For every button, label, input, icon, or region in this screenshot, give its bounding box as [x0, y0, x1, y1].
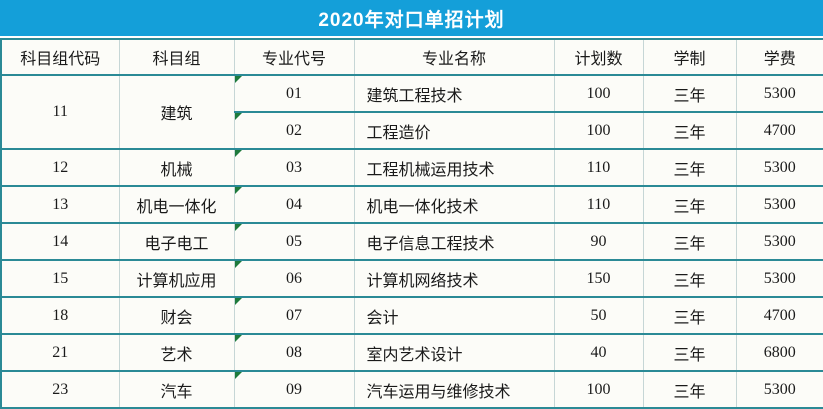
cell-duration: 三年 [642, 223, 737, 261]
cell-fee: 5300 [735, 223, 823, 261]
table-row: 18 财会 07 会计 50 三年 4700 [0, 297, 823, 335]
cell-subject-group-code: 18 [0, 297, 120, 335]
cell-fee: 5300 [735, 186, 823, 224]
cell-subject-group-code: 11 [0, 75, 120, 150]
header-duration: 学制 [642, 38, 737, 76]
cell-major-name: 室内艺术设计 [353, 334, 555, 372]
cell-fee: 6800 [735, 334, 823, 372]
cell-subject-group-code: 13 [0, 186, 120, 224]
cell-major-code: 01 [233, 75, 355, 113]
header-major-code: 专业代号 [233, 38, 355, 76]
cell-subject-group: 汽车 [118, 371, 235, 409]
cell-major-code: 06 [233, 260, 355, 298]
table-row: 14 电子电工 05 电子信息工程技术 90 三年 5300 [0, 223, 823, 261]
cell-duration: 三年 [642, 297, 737, 335]
cell-subject-group: 建筑 [118, 75, 235, 150]
header-fee: 学费 [735, 38, 823, 76]
cell-major-name: 会计 [353, 297, 555, 335]
enrollment-plan-table: 科目组代码 科目组 专业代号 专业名称 计划数 学制 学费 11 建筑 01 建… [0, 38, 823, 409]
cell-major-name: 电子信息工程技术 [353, 223, 555, 261]
cell-major-name: 工程造价 [353, 112, 555, 150]
page-title: 2020年对口单招计划 [318, 9, 505, 31]
cell-major-code: 03 [233, 149, 355, 187]
table-row: 11 建筑 01 建筑工程技术 100 三年 5300 [0, 75, 823, 150]
comment-flag-icon [234, 298, 242, 305]
comment-flag-icon [234, 187, 242, 194]
comment-flag-icon [234, 335, 242, 342]
cell-subject-group: 电子电工 [118, 223, 235, 261]
cell-major-code: 05 [233, 223, 355, 261]
table-row: 21 艺术 08 室内艺术设计 40 三年 6800 [0, 334, 823, 372]
cell-duration: 三年 [642, 186, 737, 224]
table-row: 15 计算机应用 06 计算机网络技术 150 三年 5300 [0, 260, 823, 298]
table-title-bar: 2020年对口单招计划 [0, 0, 823, 36]
cell-subject-group-code: 14 [0, 223, 120, 261]
cell-major-name: 工程机械运用技术 [353, 149, 555, 187]
cell-duration: 三年 [642, 371, 737, 409]
cell-plan-count: 100 [553, 371, 644, 409]
cell-duration: 三年 [642, 149, 737, 187]
cell-major-code: 09 [233, 371, 355, 409]
cell-subject-group: 计算机应用 [118, 260, 235, 298]
cell-subject-group: 艺术 [118, 334, 235, 372]
comment-flag-icon [234, 224, 242, 231]
cell-fee: 5300 [735, 371, 823, 409]
cell-fee: 5300 [735, 75, 823, 113]
cell-subject-group-code: 12 [0, 149, 120, 187]
cell-fee: 5300 [735, 149, 823, 187]
cell-fee: 4700 [735, 112, 823, 150]
cell-major-code: 04 [233, 186, 355, 224]
cell-subject-group-code: 15 [0, 260, 120, 298]
comment-flag-icon [234, 150, 242, 157]
cell-major-code: 07 [233, 297, 355, 335]
cell-fee: 5300 [735, 260, 823, 298]
comment-flag-icon [234, 76, 242, 83]
cell-subject-group-code: 23 [0, 371, 120, 409]
cell-major-name: 机电一体化技术 [353, 186, 555, 224]
table-row: 23 汽车 09 汽车运用与维修技术 100 三年 5300 [0, 371, 823, 409]
cell-plan-count: 100 [553, 112, 644, 150]
cell-duration: 三年 [642, 112, 737, 150]
cell-plan-count: 40 [553, 334, 644, 372]
table-row: 12 机械 03 工程机械运用技术 110 三年 5300 [0, 149, 823, 187]
cell-plan-count: 150 [553, 260, 644, 298]
cell-subject-group: 财会 [118, 297, 235, 335]
cell-plan-count: 110 [553, 149, 644, 187]
comment-flag-icon [234, 372, 242, 379]
table-row: 13 机电一体化 04 机电一体化技术 110 三年 5300 [0, 186, 823, 224]
cell-major-name: 建筑工程技术 [353, 75, 555, 113]
cell-plan-count: 100 [553, 75, 644, 113]
header-plan-count: 计划数 [553, 38, 644, 76]
header-row: 科目组代码 科目组 专业代号 专业名称 计划数 学制 学费 [0, 38, 823, 76]
cell-plan-count: 90 [553, 223, 644, 261]
table-row: 02 工程造价 100 三年 4700 [1, 112, 823, 150]
header-subject-group: 科目组 [118, 38, 235, 76]
comment-flag-icon [234, 261, 242, 268]
cell-duration: 三年 [642, 75, 737, 113]
header-major-name: 专业名称 [353, 38, 555, 76]
cell-plan-count: 110 [553, 186, 644, 224]
cell-subject-group: 机械 [118, 149, 235, 187]
header-subject-group-code: 科目组代码 [0, 38, 120, 76]
cell-subject-group-code: 21 [0, 334, 120, 372]
cell-duration: 三年 [642, 260, 737, 298]
cell-plan-count: 50 [553, 297, 644, 335]
cell-major-name: 汽车运用与维修技术 [353, 371, 555, 409]
cell-major-code: 02 [233, 112, 355, 150]
cell-subject-group: 机电一体化 [118, 186, 235, 224]
cell-duration: 三年 [642, 334, 737, 372]
cell-major-name: 计算机网络技术 [353, 260, 555, 298]
cell-fee: 4700 [735, 297, 823, 335]
comment-flag-icon [234, 113, 242, 120]
cell-major-code: 08 [233, 334, 355, 372]
